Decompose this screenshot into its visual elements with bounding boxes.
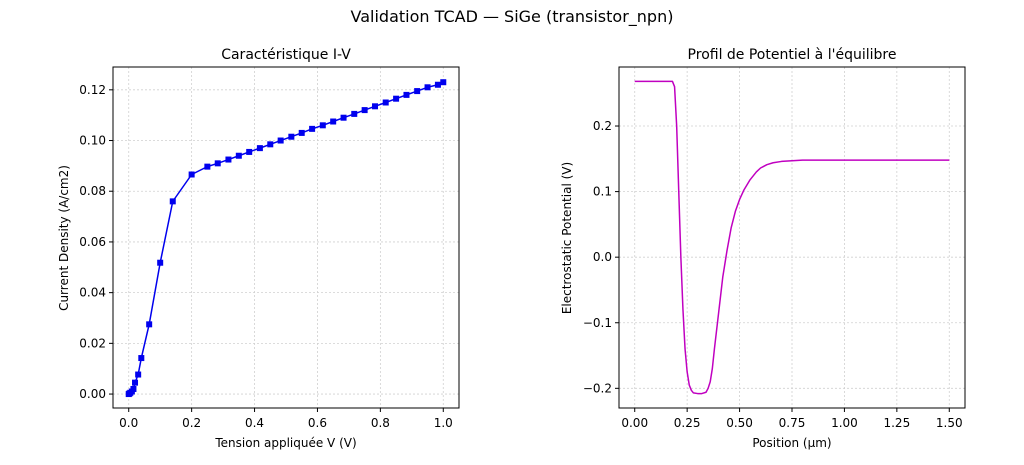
iv-grid xyxy=(113,67,459,408)
iv-data-point xyxy=(330,118,337,125)
potential-x-tick-label: 0.00 xyxy=(621,416,648,430)
potential-y-tick-label: −0.1 xyxy=(583,316,612,330)
potential-y-tick-label: 0.1 xyxy=(593,185,612,199)
potential-profile-panel: Profil de Potentiel à l'équilibre Positi… xyxy=(560,47,966,450)
iv-data-point xyxy=(204,163,211,170)
figure-suptitle: Validation TCAD — SiGe (transistor_npn) xyxy=(351,7,674,27)
iv-data-point xyxy=(277,137,284,144)
iv-x-tick-label: 0.4 xyxy=(245,416,264,430)
potential-grid xyxy=(619,67,965,408)
iv-data-point xyxy=(319,122,326,129)
iv-data-point xyxy=(135,371,142,378)
iv-data-point xyxy=(382,99,389,106)
potential-x-tick-label: 0.50 xyxy=(726,416,753,430)
iv-y-tick-label: 0.06 xyxy=(79,235,106,249)
iv-data-point xyxy=(351,110,358,117)
iv-data-point xyxy=(340,114,347,121)
iv-data-point xyxy=(246,148,253,155)
iv-chart-title: Caractéristique I-V xyxy=(221,47,351,63)
iv-data-point xyxy=(434,81,441,88)
iv-data-point xyxy=(393,95,400,102)
iv-data-point xyxy=(130,385,137,392)
iv-data-point xyxy=(132,379,139,386)
iv-data-point xyxy=(440,79,447,86)
iv-data-point xyxy=(256,145,263,152)
potential-x-tick-label: 1.50 xyxy=(936,416,963,430)
iv-y-tick-label: 0.00 xyxy=(79,387,106,401)
iv-data-point xyxy=(146,321,153,328)
iv-characteristic-panel: Caractéristique I-V Tension appliquée V … xyxy=(57,47,460,450)
iv-data-point xyxy=(188,171,195,178)
iv-data-point xyxy=(235,152,242,159)
iv-y-tick-label: 0.02 xyxy=(79,336,106,350)
iv-x-tick-label: 0.6 xyxy=(308,416,327,430)
iv-data-point xyxy=(169,198,176,205)
iv-y-tick-label: 0.04 xyxy=(79,286,106,300)
potential-x-tick-label: 0.75 xyxy=(779,416,806,430)
iv-data-point xyxy=(288,133,295,140)
iv-y-axis-label: Current Density (A/cm2) xyxy=(57,165,71,311)
potential-series-line xyxy=(634,80,950,395)
iv-data-point xyxy=(424,84,431,91)
iv-y-tick-label: 0.10 xyxy=(79,134,106,148)
iv-data-point xyxy=(267,141,274,148)
potential-chart-title: Profil de Potentiel à l'équilibre xyxy=(688,47,897,63)
iv-plot-frame xyxy=(112,66,460,409)
potential-y-tick-label: 0.0 xyxy=(593,250,612,264)
iv-data-point xyxy=(298,129,305,136)
iv-data-point xyxy=(309,125,316,132)
potential-x-tick-label: 1.25 xyxy=(883,416,910,430)
potential-y-tick-label: 0.2 xyxy=(593,119,612,133)
iv-x-tick-label: 0.2 xyxy=(182,416,201,430)
iv-y-tick-label: 0.12 xyxy=(79,83,106,97)
iv-x-tick-label: 0.0 xyxy=(119,416,138,430)
iv-data-point xyxy=(414,88,421,95)
iv-y-tick-label: 0.08 xyxy=(79,184,106,198)
iv-data-point xyxy=(372,103,379,110)
potential-y-axis-label: Electrostatic Potential (V) xyxy=(560,162,574,314)
iv-data-point xyxy=(361,107,368,114)
potential-y-tick-label: −0.2 xyxy=(583,381,612,395)
iv-data-point xyxy=(403,91,410,98)
iv-data-point xyxy=(157,259,164,266)
potential-x-tick-label: 0.25 xyxy=(674,416,701,430)
iv-data-point xyxy=(138,355,145,362)
potential-x-axis-label: Position (µm) xyxy=(752,436,831,450)
potential-x-tick-label: 1.00 xyxy=(831,416,858,430)
iv-data-point xyxy=(225,156,232,163)
iv-x-axis-label: Tension appliquée V (V) xyxy=(214,436,356,450)
iv-x-tick-label: 1.0 xyxy=(434,416,453,430)
iv-data-point xyxy=(214,160,221,167)
iv-x-tick-label: 0.8 xyxy=(371,416,390,430)
